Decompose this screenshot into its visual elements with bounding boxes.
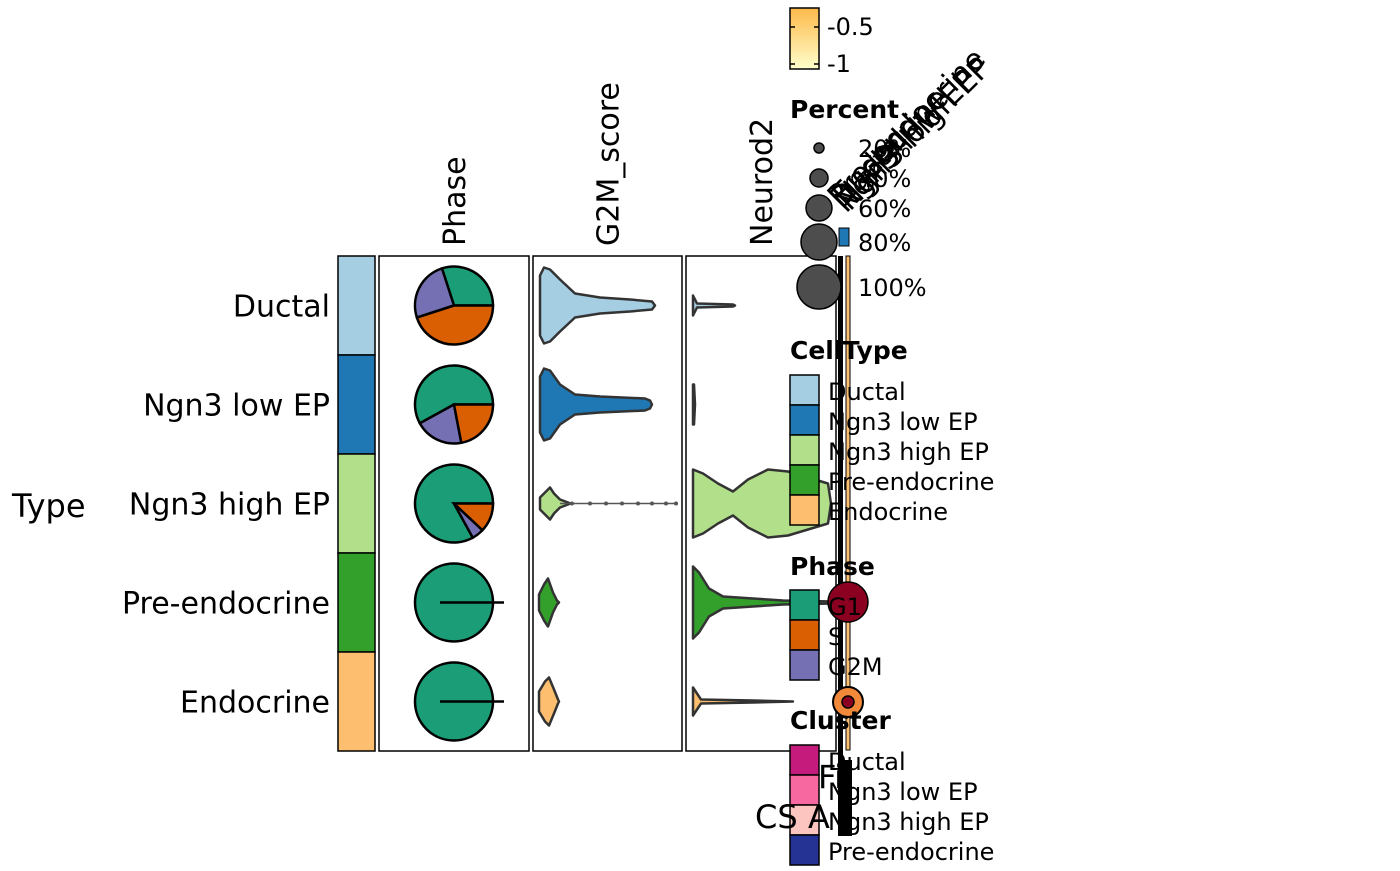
- side-strip-black: [838, 256, 843, 836]
- pie-ductal: [413, 265, 495, 346]
- row-group-label: Type: [11, 487, 86, 525]
- legend-percent-dot-100: [796, 264, 842, 310]
- legend-celltype-swatch-pre-endocrine: [789, 464, 820, 496]
- legend-celltype-swatch-ngn3-low-ep: [789, 404, 820, 436]
- legend-phase-label-g1: G1: [828, 593, 862, 621]
- legend-cluster-title: Cluster: [790, 706, 892, 735]
- pie-slice-ngn3-low-ep-s: [452, 403, 495, 445]
- legend-celltype-swatch-endocrine: [789, 494, 820, 526]
- column-label-phase: Phase: [438, 156, 473, 246]
- legend-cluster-label-ngn3-high-ep: Ngn3 high EP: [828, 808, 989, 836]
- bottom-text-cs: CS: [755, 798, 798, 836]
- legend-percent-title: Percent: [790, 95, 899, 124]
- legend-celltype-label-pre-endocrine: Pre-endocrine: [828, 468, 994, 496]
- legend-percent-label-80: 80%: [858, 229, 911, 257]
- violin-g2m-ductal: [538, 266, 657, 345]
- side-strip-orange: [845, 255, 851, 751]
- legend-celltype-swatch-ngn3-high-ep: [789, 434, 820, 466]
- legend-celltype-label-endocrine: Endocrine: [828, 498, 948, 526]
- legend-percent-label-40: 40%: [858, 165, 911, 193]
- legend-phase-swatch-s: [789, 619, 820, 651]
- pie-slice-ngn3-low-ep-g2m: [418, 402, 463, 445]
- row-annotation-ductal: [337, 255, 376, 356]
- legend-cluster-swatch-ngn3-low-ep: [789, 774, 820, 806]
- legend-celltype-label-ductal: Ductal: [828, 378, 906, 406]
- legend-phase-label-g2m: G2M: [828, 653, 883, 681]
- panel-g2m-score: [532, 255, 683, 752]
- legend-percent-dot-40: [809, 168, 829, 188]
- row-annotation-ngn3-low-ep: [337, 354, 376, 455]
- pie-slice-ductal-s: [415, 304, 495, 346]
- panel-phase: [378, 255, 530, 752]
- pie-endocrine: [413, 661, 504, 742]
- violin-neurod2-ductal: [691, 294, 737, 317]
- side-strip-bottom: [840, 760, 852, 836]
- pie-slice-ngn3-low-ep-g1: [413, 364, 495, 425]
- panel-neurod2: [685, 255, 837, 752]
- row-label-pre-endocrine: Pre-endocrine: [122, 587, 330, 622]
- row-label-ngn3-low-ep: Ngn3 low EP: [143, 389, 330, 424]
- column-label-g2m-score: G2M_score: [592, 82, 627, 246]
- side-dot-inner: [841, 695, 855, 709]
- colorbar: [789, 7, 820, 70]
- violin-g2m-endocrine: [537, 676, 561, 727]
- side-dot-dark-red: [827, 581, 869, 623]
- legend-percent-dot-20: [813, 142, 825, 154]
- legend-celltype-swatch-ductal: [789, 374, 820, 406]
- legend-celltype-title: CellType: [790, 336, 908, 365]
- legend-percent-label-20: 20%: [858, 135, 911, 163]
- pie-ngn3-high-ep: [413, 463, 495, 544]
- legend-cluster-label-ngn3-low-ep: Ngn3 low EP: [828, 778, 978, 806]
- violin-neurod2-ngn3-low-ep: [691, 383, 697, 426]
- legend-percent-dot-60: [805, 194, 833, 222]
- legend-percent-dot-80: [800, 223, 838, 261]
- legend-celltype-label-ngn3-low-ep: Ngn3 low EP: [828, 408, 978, 436]
- row-annotation-ngn3-high-ep: [337, 453, 376, 554]
- row-label-ductal: Ductal: [233, 290, 330, 325]
- pie-ngn3-low-ep: [413, 364, 495, 445]
- bottom-text-fi: Fi: [818, 758, 843, 796]
- legend-cluster-label-ductal: Ductal: [828, 748, 906, 776]
- row-annotation-pre-endocrine: [337, 552, 376, 653]
- pie-slice-ngn3-high-ep-s: [450, 502, 495, 532]
- legend-phase-title: Phase: [790, 552, 875, 581]
- violin-neurod2-endocrine: [691, 686, 795, 717]
- pie-slice-ductal-g1: [440, 265, 495, 307]
- legend-cluster-swatch-ductal: [789, 744, 820, 776]
- pie-pre-endocrine: [413, 562, 504, 643]
- legend-percent-label-100: 100%: [858, 274, 927, 302]
- legend-cluster-label-pre-endocrine: Pre-endocrine: [828, 838, 994, 866]
- legend-celltype-label-ngn3-high-ep: Ngn3 high EP: [828, 438, 989, 466]
- bottom-text-a: A: [808, 798, 830, 836]
- row-annotation-endocrine: [337, 651, 376, 752]
- legend-percent-label-60: 60%: [858, 195, 911, 223]
- side-strip-top: [838, 227, 850, 247]
- row-label-ngn3-high-ep: Ngn3 high EP: [129, 488, 330, 523]
- legend-phase-swatch-g2m: [789, 649, 820, 681]
- column-label-neurod2: Neurod2: [745, 118, 780, 246]
- legend-cluster-swatch-ngn3-high-ep: [789, 804, 820, 836]
- legend-phase-swatch-g1: [789, 589, 820, 621]
- legend-phase-label-s: S: [828, 623, 843, 651]
- row-label-endocrine: Endocrine: [180, 686, 330, 721]
- violin-g2m-ngn3-low-ep: [538, 367, 654, 442]
- violin-g2m-pre-endocrine: [537, 577, 561, 628]
- colorbar-tick-label: -1: [827, 50, 851, 78]
- colorbar-tick-label: -0.5: [827, 13, 874, 41]
- legend-cluster-swatch-pre-endocrine: [789, 834, 820, 866]
- pie-slice-ductal-g2m: [413, 266, 456, 320]
